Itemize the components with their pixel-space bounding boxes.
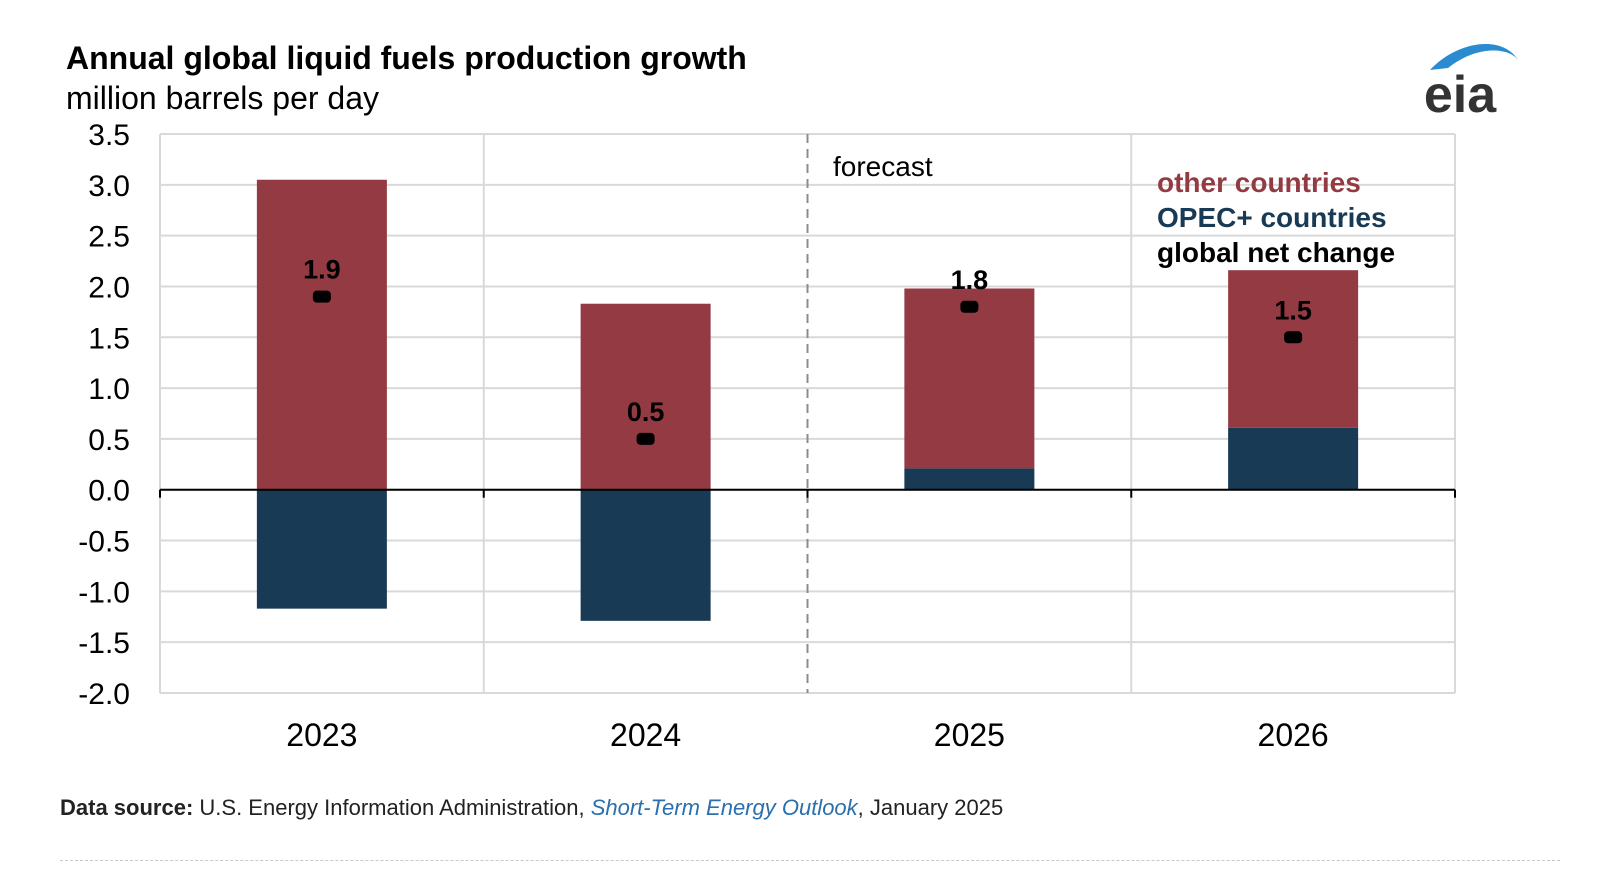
y-tick-label: 1.5 <box>88 322 130 355</box>
net-change-label-2024: 0.5 <box>627 397 665 427</box>
source-label: Data source: <box>60 795 194 820</box>
legend-item: global net change <box>1157 237 1395 268</box>
source-date: , January 2025 <box>857 795 1004 820</box>
data-source: Data source: U.S. Energy Information Adm… <box>60 795 1003 821</box>
y-tick-label: 3.5 <box>88 119 130 152</box>
net-change-marker-2025 <box>960 300 979 313</box>
net-change-marker-2026 <box>1284 331 1303 344</box>
chart-title: Annual global liquid fuels production gr… <box>66 40 747 76</box>
y-tick-label: 2.0 <box>88 271 130 304</box>
net-change-label-2025: 1.8 <box>951 265 989 295</box>
forecast-annotation: forecast <box>833 151 933 182</box>
chart-y-unit: million barrels per day <box>66 80 380 116</box>
y-tick-label: -1.0 <box>78 576 130 609</box>
legend-item: OPEC+ countries <box>1157 202 1387 233</box>
bar-opec-2023 <box>256 489 387 609</box>
net-change-marker-2023 <box>312 290 331 303</box>
legend-item: other countries <box>1157 167 1361 198</box>
net-change-label-2023: 1.9 <box>303 255 341 285</box>
bar-chart: 3.5 3.0 2.5 2.0 1.5 1.0 0.5 0.0 -0.5 -1.0 -1.5 -2.0… <box>78 119 1456 753</box>
bar-opec-2025 <box>904 468 1035 490</box>
y-tick-label: -2.0 <box>78 678 130 711</box>
eia-logo[interactable]: eia <box>1418 30 1528 120</box>
x-tick-label: 2024 <box>610 717 681 753</box>
y-tick-label: 3.0 <box>88 170 130 203</box>
y-tick-label: 0.5 <box>88 424 130 457</box>
bar-opec-2024 <box>580 489 711 621</box>
net-change-marker-2024 <box>636 432 655 445</box>
net-change-label-2026: 1.5 <box>1274 295 1312 325</box>
y-tick-label: -0.5 <box>78 526 130 559</box>
y-tick-label: 2.5 <box>88 221 130 254</box>
bar-opec-2026 <box>1228 427 1359 490</box>
logo-text: eia <box>1424 66 1497 120</box>
source-text: U.S. Energy Information Administration, <box>199 795 585 820</box>
source-publication-link[interactable]: Short-Term Energy Outlook <box>590 795 858 820</box>
bar-other-2023 <box>256 179 387 490</box>
bar-other-2024 <box>580 303 711 490</box>
divider <box>60 860 1560 861</box>
x-tick-label: 2026 <box>1258 717 1329 753</box>
y-tick-label: 1.0 <box>88 373 130 406</box>
x-tick-label: 2023 <box>286 717 357 753</box>
x-tick-label: 2025 <box>934 717 1005 753</box>
bar-other-2026 <box>1228 270 1359 428</box>
logo-swoosh <box>1430 43 1518 70</box>
y-tick-label: -1.5 <box>78 627 130 660</box>
bar-other-2025 <box>904 288 1035 469</box>
y-tick-label: 0.0 <box>88 475 130 508</box>
